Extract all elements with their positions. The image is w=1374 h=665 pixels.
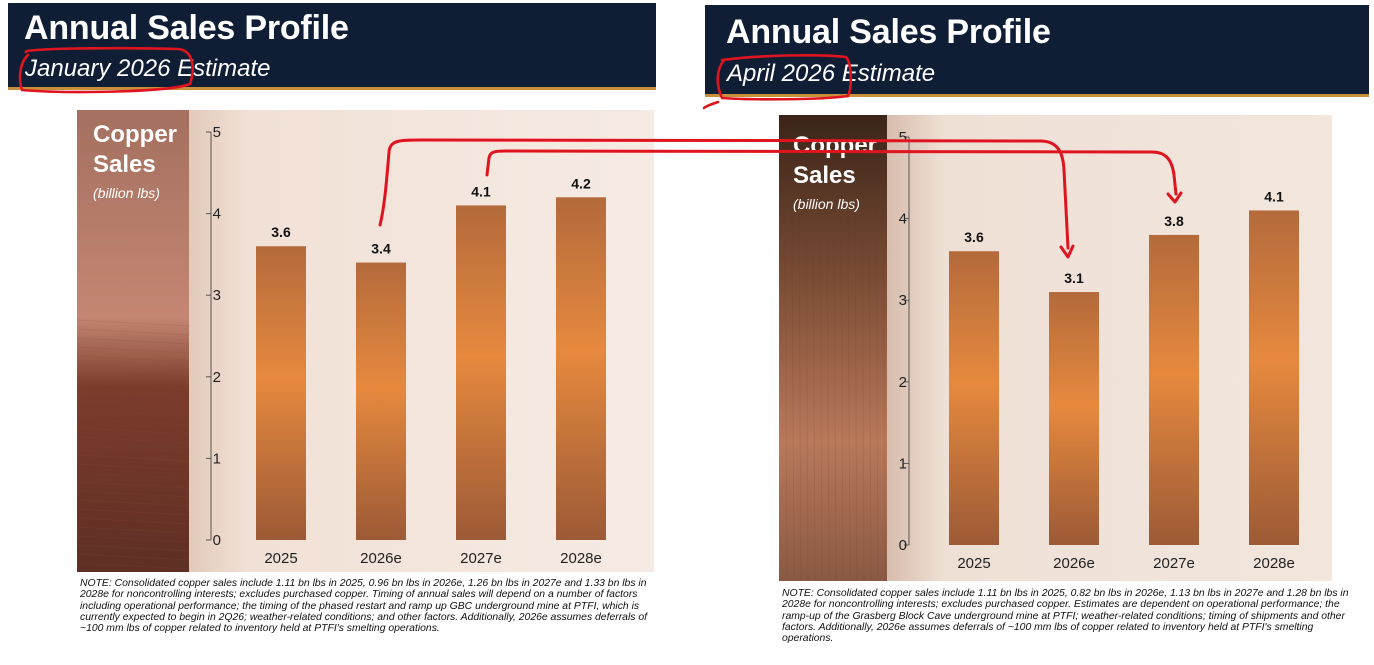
photo-texture bbox=[77, 319, 190, 570]
bar-2025 bbox=[949, 251, 999, 546]
right-subtitle-rest: Estimate bbox=[841, 60, 936, 87]
x-tick-label-2026e: 2026e bbox=[360, 550, 402, 567]
y-tick-label: 1 bbox=[899, 455, 907, 472]
bar-2027e bbox=[1149, 234, 1199, 546]
data-label-2026e: 3.4 bbox=[371, 241, 391, 257]
chart-title-line1: Copper bbox=[793, 132, 877, 159]
bar-2026e bbox=[356, 262, 406, 540]
right-subtitle-date: April 2026 bbox=[727, 60, 836, 87]
bar-2027e bbox=[456, 205, 506, 540]
y-tick-label: 0 bbox=[899, 537, 907, 554]
data-label-2028e: 4.1 bbox=[1264, 188, 1284, 204]
data-label-2027e: 3.8 bbox=[1164, 213, 1184, 229]
x-tick-label-2025: 2025 bbox=[957, 555, 990, 572]
copper-photo-strip bbox=[77, 110, 189, 572]
x-tick-label-2027e: 2027e bbox=[1153, 555, 1195, 572]
right-note: NOTE: Consolidated copper sales include … bbox=[782, 588, 1349, 645]
bar-2028e bbox=[1249, 210, 1299, 545]
chart-svg: Copper Sales (billion lbs) 0 1 2 3 4 5 3.6 2025 3.1… bbox=[779, 115, 1332, 581]
y-tick-label: 3 bbox=[899, 292, 907, 309]
chart-title-line2: Sales bbox=[793, 162, 856, 189]
chart-title-line1: Copper bbox=[93, 121, 177, 148]
chart-unit-label: (billion lbs) bbox=[93, 185, 160, 201]
right-subtitle: April 2026 Estimate bbox=[727, 60, 935, 88]
y-tick-label: 4 bbox=[213, 206, 221, 223]
y-tick-label: 1 bbox=[213, 450, 221, 467]
data-label-2028e: 4.2 bbox=[571, 175, 591, 191]
chart-title-line2: Sales bbox=[93, 151, 156, 178]
left-chart: Copper Sales (billion lbs) 0 1 2 3 4 5 3.6 2025 3.4… bbox=[77, 110, 654, 572]
right-title: Annual Sales Profile bbox=[726, 13, 1051, 51]
right-chart: Copper Sales (billion lbs) 0 1 2 3 4 5 3.6 2025 3.1… bbox=[779, 115, 1332, 581]
data-label-2025: 3.6 bbox=[964, 229, 984, 245]
y-tick-label: 0 bbox=[213, 532, 221, 549]
right-header-rule bbox=[705, 94, 1369, 97]
data-label-2025: 3.6 bbox=[271, 224, 291, 240]
x-tick-label-2028e: 2028e bbox=[1253, 555, 1295, 572]
photo-texture bbox=[784, 204, 886, 581]
y-tick-label: 5 bbox=[213, 124, 221, 141]
y-tick-label: 5 bbox=[899, 129, 907, 146]
left-header: Annual Sales Profile January 2026 Estima… bbox=[8, 3, 656, 87]
left-note: NOTE: Consolidated copper sales include … bbox=[80, 578, 648, 635]
x-tick-label-2026e: 2026e bbox=[1053, 555, 1095, 572]
left-subtitle-rest: Estimate bbox=[177, 55, 271, 82]
x-tick-label-2028e: 2028e bbox=[560, 550, 602, 567]
right-date-flourish bbox=[702, 100, 720, 110]
y-tick-label: 2 bbox=[213, 369, 221, 386]
bar-2028e bbox=[556, 197, 606, 540]
left-subtitle: January 2026 Estimate bbox=[25, 55, 271, 83]
left-header-rule bbox=[8, 87, 656, 90]
right-header: Annual Sales Profile April 2026 Estimate bbox=[705, 5, 1369, 94]
left-subtitle-date: January 2026 bbox=[25, 55, 171, 82]
data-label-2027e: 4.1 bbox=[471, 183, 491, 199]
bar-2026e bbox=[1049, 292, 1099, 545]
left-title: Annual Sales Profile bbox=[24, 9, 349, 47]
x-tick-label-2027e: 2027e bbox=[460, 550, 502, 567]
y-tick-label: 2 bbox=[899, 374, 907, 391]
chart-svg: Copper Sales (billion lbs) 0 1 2 3 4 5 3.6 2025 3.4… bbox=[77, 110, 654, 572]
y-tick-label: 4 bbox=[899, 211, 907, 228]
bar-2025 bbox=[256, 246, 306, 541]
y-tick-label: 3 bbox=[213, 287, 221, 304]
data-label-2026e: 3.1 bbox=[1064, 270, 1084, 286]
chart-unit-label: (billion lbs) bbox=[793, 196, 860, 212]
x-tick-label-2025: 2025 bbox=[264, 550, 297, 567]
